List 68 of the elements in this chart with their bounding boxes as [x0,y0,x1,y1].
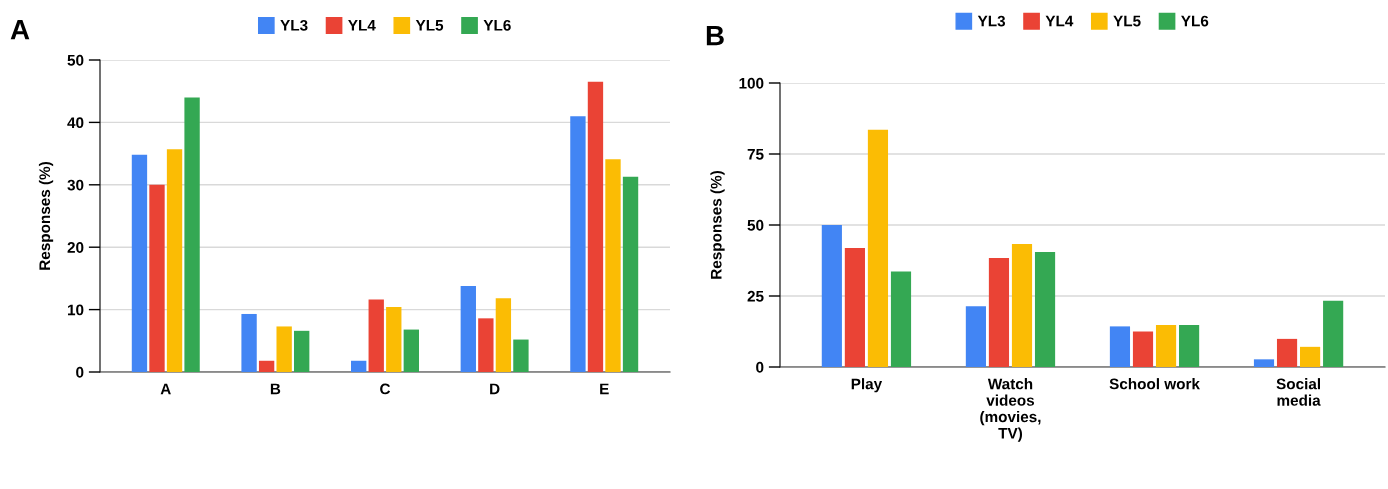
bar [1109,326,1131,367]
bar [294,330,310,372]
bar [403,329,419,372]
bar [258,360,275,372]
y-tick-label: 100 [739,77,764,89]
x-tick-label: Watch videos (movies, TV) [980,378,1041,442]
bar [587,81,604,372]
bar [478,318,494,372]
bar [1155,324,1177,367]
bar [166,149,183,372]
legend-label: YL3 [977,15,1006,27]
y-tick-label: 75 [747,149,764,160]
bar [1323,300,1344,367]
x-tick-label: C [380,383,391,395]
bar [351,360,367,372]
y-tick-label: 50 [67,54,84,66]
bar [1276,338,1298,367]
y-axis-title: Responses (%) [710,171,725,279]
bar [241,313,257,372]
bar [988,257,1010,367]
legend-label: YL4 [1045,15,1074,27]
bar [149,184,165,372]
legend-label: YL6 [483,19,511,31]
y-axis-title: Responses (%) [38,162,54,270]
legend-label: YL3 [280,19,308,31]
y-tick-label: 25 [747,290,764,302]
legend-label: YL4 [348,20,376,31]
bar [131,154,148,372]
x-tick-label: E [600,383,609,395]
bar [1300,346,1321,367]
bar [890,271,912,367]
y-tick-label: 10 [68,304,84,316]
x-tick-label: School work [1109,378,1200,390]
x-tick-label: A [160,383,171,395]
chart-title: B [706,26,724,46]
bar [1034,251,1056,367]
y-tick-label: 40 [67,117,84,129]
x-tick-label: B [270,383,281,395]
bar [965,306,986,367]
bar [605,159,621,372]
x-tick-label: Play [851,378,883,393]
chart-title: A [10,20,30,40]
y-tick-label: 30 [67,179,84,191]
bar [821,225,842,367]
y-tick-label: 0 [756,361,764,373]
legend-label: YL6 [1181,15,1209,27]
bar [1253,359,1275,367]
y-tick-label: 20 [67,242,84,253]
bar [1011,244,1033,367]
bar [386,307,402,372]
x-tick-label: Social media [1276,378,1321,406]
legend-label: YL5 [1113,15,1141,27]
bar [622,176,639,372]
x-tick-label: D [490,383,500,395]
bar [844,248,865,367]
bar [276,326,292,372]
y-tick-label: 0 [76,366,84,378]
bar [460,285,476,372]
legend-label: YL5 [415,20,444,31]
bar [184,97,200,372]
y-tick-label: 50 [747,219,764,231]
bar [867,129,889,367]
bar [368,299,384,372]
bar [513,339,529,372]
bar [1179,324,1200,367]
bar [570,116,586,372]
bar [1132,331,1154,367]
bar [495,298,512,372]
